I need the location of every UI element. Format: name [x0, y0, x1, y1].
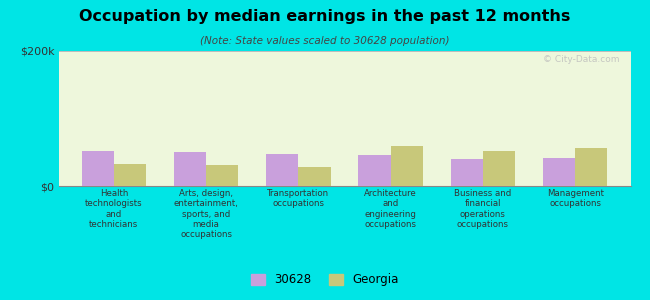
Text: (Note: State values scaled to 30628 population): (Note: State values scaled to 30628 popu… [200, 36, 450, 46]
Bar [81, 151, 114, 186]
Bar [298, 167, 331, 186]
Bar [543, 158, 575, 186]
Bar [483, 151, 515, 186]
Bar [358, 155, 391, 186]
Legend: 30628, Georgia: 30628, Georgia [246, 269, 404, 291]
Text: © City-Data.com: © City-Data.com [543, 55, 619, 64]
Bar [391, 146, 423, 186]
Bar [206, 165, 239, 186]
Bar [450, 159, 483, 186]
Bar [174, 152, 206, 186]
Bar [114, 164, 146, 186]
Text: Occupation by median earnings in the past 12 months: Occupation by median earnings in the pas… [79, 9, 571, 24]
Bar [575, 148, 608, 186]
Bar [266, 154, 298, 186]
